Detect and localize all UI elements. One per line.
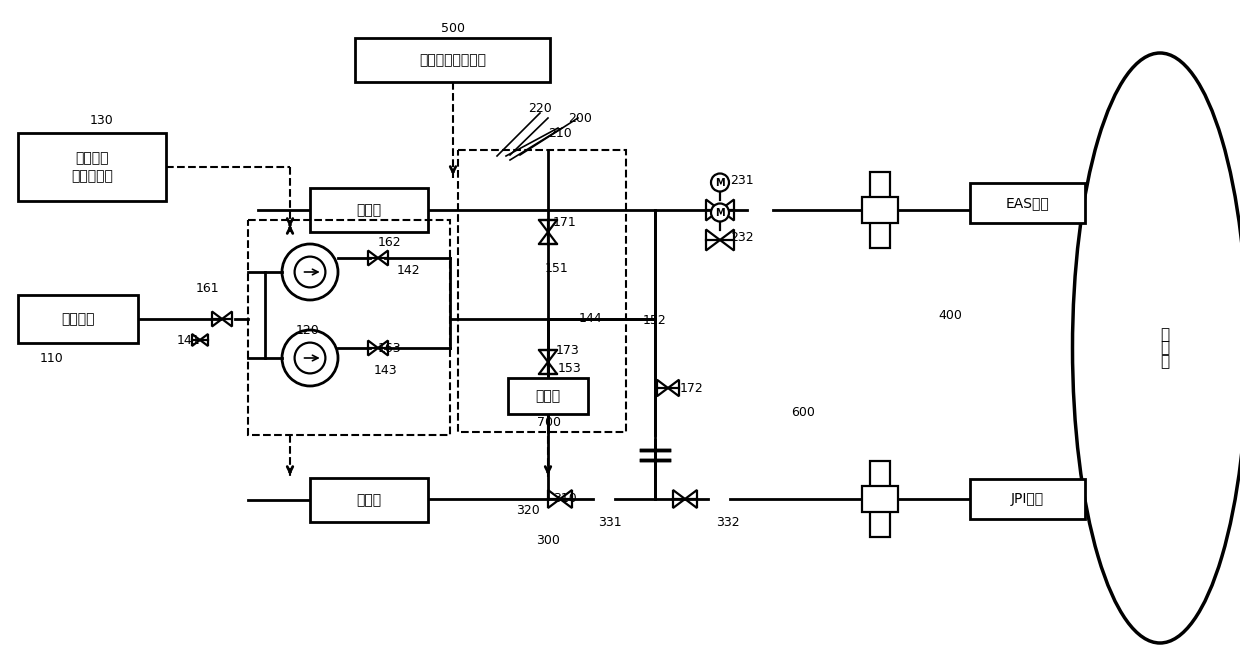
Text: EAS喷溌: EAS喷溌: [1006, 196, 1049, 210]
Text: 152: 152: [644, 314, 667, 326]
Text: 142: 142: [397, 264, 420, 276]
Text: 600: 600: [791, 405, 815, 419]
FancyBboxPatch shape: [310, 478, 428, 522]
Text: 232: 232: [730, 231, 754, 244]
Text: 高位水筱: 高位水筱: [61, 312, 94, 326]
FancyBboxPatch shape: [862, 486, 898, 512]
Text: 162: 162: [377, 235, 401, 248]
Text: M: M: [715, 177, 725, 187]
FancyBboxPatch shape: [355, 38, 551, 82]
Text: 施工电源
临时柴油机: 施工电源 临时柴油机: [71, 151, 113, 183]
Text: 332: 332: [717, 516, 740, 529]
Text: 120: 120: [296, 324, 320, 337]
FancyBboxPatch shape: [19, 133, 166, 201]
Text: 210: 210: [548, 126, 572, 140]
FancyBboxPatch shape: [862, 197, 898, 223]
Text: 143: 143: [373, 363, 397, 377]
Text: 171: 171: [553, 215, 577, 229]
Text: 喷溌泵: 喷溌泵: [356, 203, 382, 217]
Text: 153: 153: [558, 361, 582, 375]
Text: 331: 331: [598, 516, 621, 529]
Text: 151: 151: [546, 262, 569, 274]
Text: 163: 163: [377, 341, 401, 355]
Text: 安
全
壳: 安 全 壳: [1161, 326, 1169, 369]
Text: 141: 141: [176, 334, 200, 347]
Text: 173: 173: [556, 343, 580, 357]
Text: 231: 231: [730, 173, 754, 187]
Circle shape: [711, 173, 729, 191]
FancyBboxPatch shape: [970, 479, 1085, 519]
Text: 310: 310: [553, 492, 577, 504]
Text: 700: 700: [537, 415, 560, 429]
Text: 500: 500: [441, 21, 465, 35]
Circle shape: [711, 203, 729, 221]
Text: 雨水井: 雨水井: [536, 389, 560, 403]
Text: 144: 144: [578, 312, 601, 324]
FancyBboxPatch shape: [870, 461, 890, 537]
Text: 320: 320: [516, 504, 539, 516]
FancyBboxPatch shape: [310, 188, 428, 232]
FancyBboxPatch shape: [870, 172, 890, 248]
Text: 400: 400: [939, 308, 962, 322]
FancyBboxPatch shape: [19, 295, 138, 343]
Text: 辅助厂用电源系统: 辅助厂用电源系统: [419, 53, 486, 67]
Text: 172: 172: [680, 381, 704, 395]
Text: 161: 161: [195, 282, 218, 294]
Text: 200: 200: [568, 112, 591, 124]
Text: 130: 130: [91, 114, 114, 126]
Text: 300: 300: [536, 533, 560, 547]
Text: 220: 220: [528, 102, 552, 114]
FancyBboxPatch shape: [970, 183, 1085, 223]
Text: 110: 110: [40, 351, 64, 365]
Text: M: M: [715, 207, 725, 217]
FancyBboxPatch shape: [508, 378, 588, 414]
Text: 消防泵: 消防泵: [356, 493, 382, 507]
Text: JPI喷溌: JPI喷溌: [1011, 492, 1044, 506]
